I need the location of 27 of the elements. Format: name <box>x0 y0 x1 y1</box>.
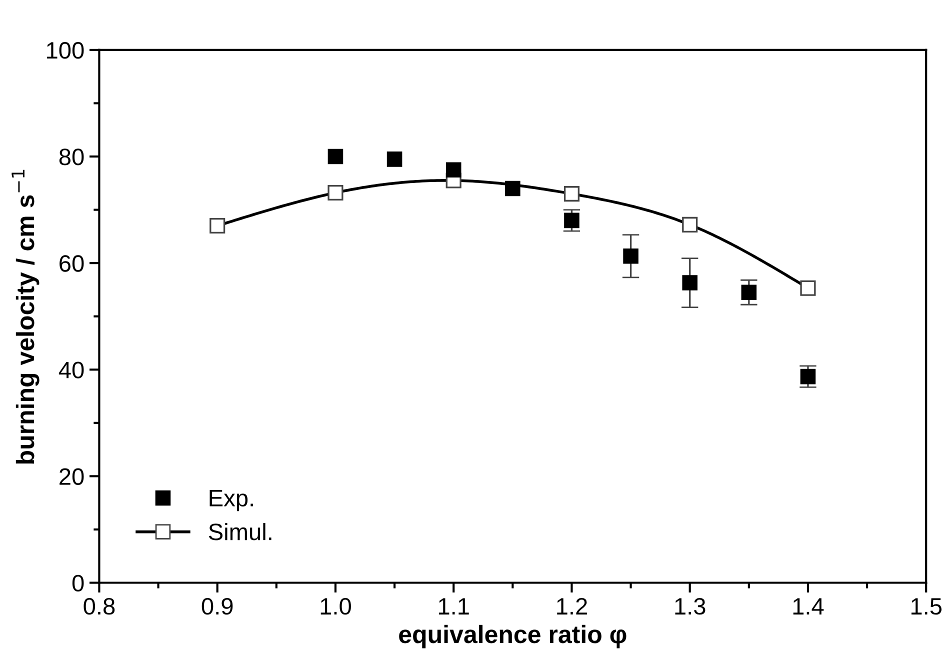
x-tick-label: 1.4 <box>793 598 824 614</box>
point <box>623 248 638 264</box>
point <box>446 162 462 178</box>
y-tick-label: 60 <box>60 255 84 272</box>
legend-label: Exp. <box>210 490 253 512</box>
x-tick-label: 0.9 <box>202 598 233 615</box>
x-tick-label: 1.1 <box>438 598 469 614</box>
x-tick-label: 1.3 <box>675 598 706 615</box>
point <box>741 284 757 300</box>
x-axis-title: equivalence ratio φ <box>399 624 626 648</box>
x-tick-label: 1.5 <box>911 598 942 615</box>
legend-label: Simul. <box>208 522 272 540</box>
y-tick-label: 0 <box>72 574 84 592</box>
point <box>386 152 402 167</box>
point <box>328 148 344 164</box>
point <box>564 212 580 228</box>
x-tick-label: 1.0 <box>320 598 351 615</box>
x-tick-label: 0.8 <box>84 598 115 615</box>
point <box>682 275 698 290</box>
y-axis-title: burning velocity / cm s$^{−1}$ <box>12 170 40 464</box>
y-tick-label: 40 <box>58 362 84 378</box>
y-tick-label: 80 <box>59 148 84 166</box>
point <box>800 368 816 384</box>
x-tick-label: 1.2 <box>557 598 587 614</box>
y-tick-label: 20 <box>60 468 84 485</box>
y-tick-label: 100 <box>47 42 84 59</box>
point <box>505 180 520 196</box>
